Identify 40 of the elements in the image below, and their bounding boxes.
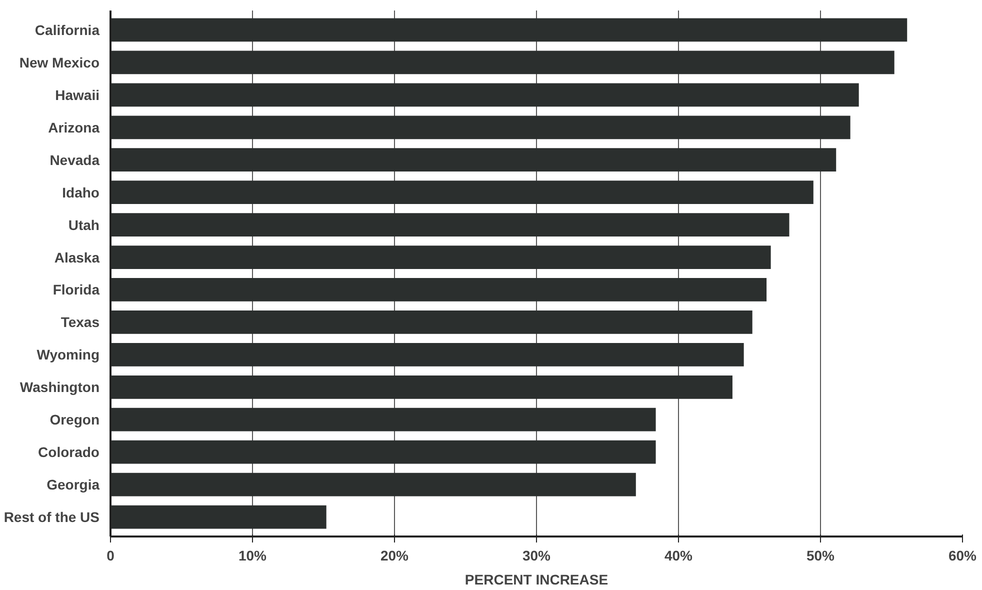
x-tick-label: 30% [522,548,552,564]
x-tick-label: 40% [664,548,694,564]
bar [110,505,326,529]
x-axis-title: PERCENT INCREASE [464,572,608,588]
x-tick-label: 20% [380,548,410,564]
x-tick-label: 60% [948,548,978,564]
y-tick-label: Texas [60,314,100,330]
y-tick-label: Hawaii [55,86,100,103]
y-tick-label: Oregon [50,412,100,428]
y-tick-label: Utah [68,216,100,233]
bar [110,148,836,172]
y-tick-label: Alaska [54,249,100,266]
y-tick-label: Washington [20,379,100,396]
bar [110,408,656,432]
bar [110,310,752,334]
y-tick-label: New Mexico [19,54,100,70]
y-tick-label: Rest of the US [4,509,100,526]
bar [110,180,814,204]
x-tick-label: 10% [238,548,268,564]
y-tick-label: Nevada [50,152,100,168]
y-tick-label: Arizona [48,119,100,136]
bar [110,18,908,42]
y-tick-label: Idaho [62,184,100,200]
x-tick-label: 0 [106,548,115,564]
bar [110,278,767,302]
bar [110,472,636,496]
x-tick-label: 50% [806,548,836,564]
bar [110,50,894,74]
y-tick-label: Wyoming [36,346,100,363]
bar [110,83,859,107]
y-tick-label: Georgia [46,476,100,493]
bar [110,342,744,366]
bar [110,116,850,140]
y-tick-label: California [34,22,100,38]
bar [110,375,732,399]
bar [110,246,771,269]
y-tick-label: Colorado [38,444,100,460]
bar [110,440,656,464]
bar [110,213,790,236]
y-tick-label: Florida [52,282,100,298]
